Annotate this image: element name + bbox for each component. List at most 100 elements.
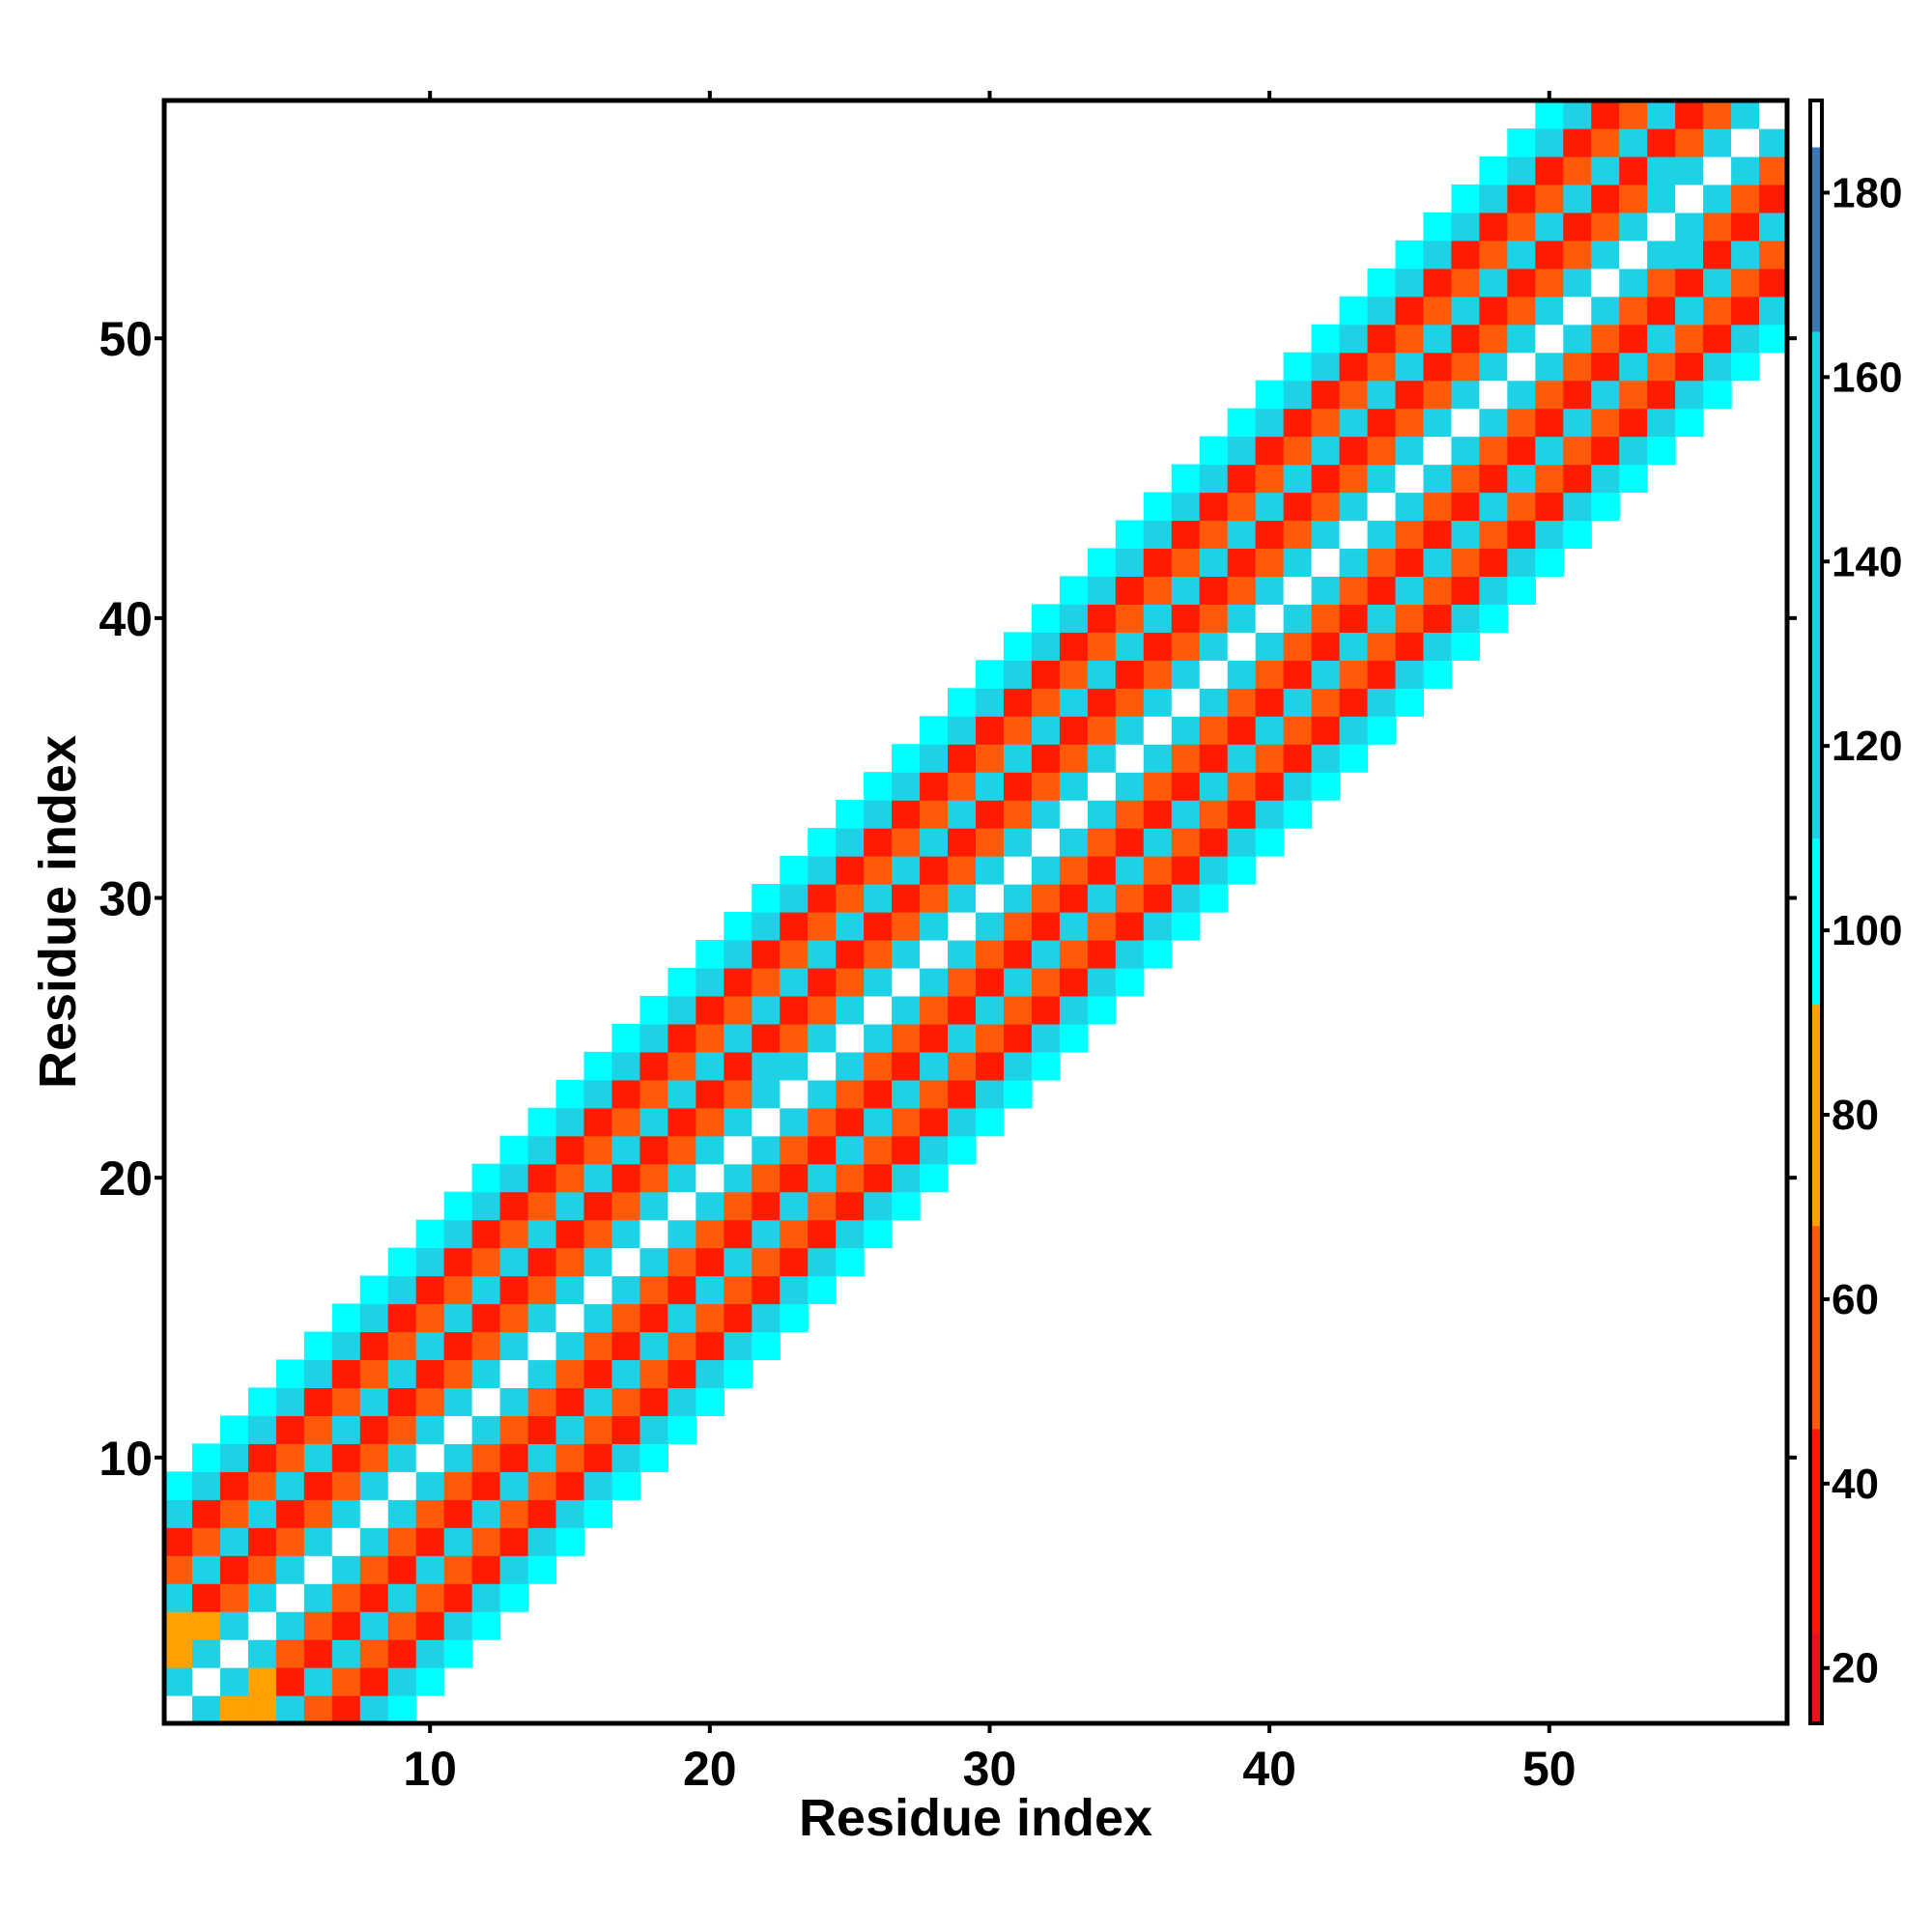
colorbar-segment <box>1810 1022 1822 1033</box>
colorbar-segment <box>1810 303 1822 314</box>
heatmap-cell <box>164 1527 193 1556</box>
heatmap-cell <box>1171 828 1201 857</box>
heatmap-cell <box>724 967 753 997</box>
heatmap-cell <box>359 1387 389 1416</box>
heatmap-cell <box>1087 967 1117 997</box>
heatmap-cell <box>499 1415 529 1444</box>
heatmap-cell <box>1423 436 1453 466</box>
colorbar-segment <box>1810 570 1822 582</box>
heatmap-cell <box>1367 464 1397 494</box>
heatmap-cell <box>1423 492 1453 522</box>
heatmap-cell <box>920 912 949 941</box>
heatmap-cell <box>1423 324 1453 354</box>
heatmap-cell <box>583 1051 613 1081</box>
heatmap-cell <box>1563 520 1592 550</box>
heatmap-cell <box>1731 240 1760 270</box>
heatmap-cell <box>471 1583 501 1612</box>
heatmap-cell <box>331 1415 361 1444</box>
heatmap-cell <box>1423 548 1453 578</box>
heatmap-cell <box>1479 520 1508 550</box>
heatmap-cell <box>359 1583 389 1612</box>
heatmap-cell <box>808 939 837 969</box>
colorbar-segment <box>1810 644 1822 655</box>
heatmap-cell <box>1339 576 1369 605</box>
heatmap-cell <box>1115 660 1145 689</box>
colorbar-segment <box>1810 1695 1822 1706</box>
heatmap-cell <box>892 967 921 997</box>
heatmap-cell <box>219 1667 249 1696</box>
heatmap-cell <box>1759 212 1788 242</box>
heatmap-cell <box>1031 604 1061 633</box>
heatmap-cell <box>1227 604 1257 633</box>
heatmap-cell <box>752 1051 781 1081</box>
heatmap-cell <box>1087 744 1117 773</box>
heatmap-cell <box>976 744 1005 773</box>
colorbar-segment <box>1810 1040 1822 1051</box>
heatmap-cell <box>948 1135 977 1165</box>
heatmap-cell <box>583 1499 613 1528</box>
heatmap-cell <box>527 1275 557 1305</box>
heatmap-cell <box>1563 100 1592 129</box>
heatmap-cell <box>920 1023 949 1053</box>
heatmap-cell <box>1675 156 1704 185</box>
colorbar-segment <box>1810 533 1822 544</box>
colorbar-segment <box>1810 1474 1822 1485</box>
heatmap-cell <box>499 1499 529 1528</box>
heatmap-cell <box>1731 324 1760 354</box>
heatmap-cell <box>1507 268 1536 298</box>
heatmap-cell <box>1367 520 1397 550</box>
heatmap-cell <box>1423 240 1453 270</box>
heatmap-cell <box>1031 967 1061 997</box>
heatmap-cell <box>499 1443 529 1472</box>
heatmap-cell <box>1395 464 1425 494</box>
heatmap-cell <box>303 1695 333 1724</box>
heatmap-cell <box>864 856 893 885</box>
heatmap-cell <box>331 1387 361 1416</box>
colorbar-segment <box>1810 441 1822 452</box>
heatmap-cell <box>1395 324 1425 354</box>
heatmap-cell <box>836 1247 865 1277</box>
colorbar-segment <box>1810 1622 1822 1633</box>
colorbar-segment <box>1810 709 1822 720</box>
heatmap-cell <box>1255 408 1285 438</box>
heatmap-cell <box>359 1611 389 1640</box>
heatmap-cell <box>1171 660 1201 689</box>
heatmap-cell <box>639 1163 668 1193</box>
heatmap-cell <box>639 1135 668 1165</box>
heatmap-cell <box>527 1163 557 1193</box>
colorbar-segment <box>1810 1381 1822 1393</box>
heatmap-cell <box>1479 436 1508 466</box>
heatmap-cell <box>443 1471 473 1500</box>
heatmap-cell <box>1619 436 1648 466</box>
colorbar-segment <box>1810 460 1822 470</box>
heatmap-cell <box>1647 128 1676 157</box>
heatmap-cell <box>247 1499 277 1528</box>
heatmap-cell <box>696 967 724 997</box>
y-tick-label: 30 <box>99 872 153 926</box>
heatmap-cell <box>1171 800 1201 829</box>
heatmap-cell <box>948 716 977 745</box>
heatmap-cell <box>1115 772 1145 801</box>
colorbar-segment <box>1810 1004 1822 1014</box>
heatmap-cell <box>639 1051 668 1081</box>
heatmap-cell <box>1059 1023 1089 1053</box>
heatmap-cell <box>583 1303 613 1333</box>
heatmap-cell <box>1227 408 1257 438</box>
heatmap-cell <box>1143 688 1173 717</box>
colorbar-segment <box>1810 1262 1822 1273</box>
heatmap-cell <box>443 1191 473 1221</box>
colorbar-segment <box>1810 671 1822 683</box>
colorbar-segment <box>1810 1326 1822 1337</box>
heatmap-cell <box>191 1555 221 1584</box>
heatmap-cell <box>892 1023 921 1053</box>
heatmap-cell <box>583 1275 613 1305</box>
heatmap-cell <box>303 1527 333 1556</box>
heatmap-cell <box>1199 548 1229 578</box>
colorbar-segment <box>1810 1548 1822 1558</box>
heatmap-cell <box>1031 912 1061 941</box>
heatmap-cell <box>976 1051 1005 1081</box>
heatmap-cell <box>920 716 949 745</box>
colorbar-segment <box>1810 939 1822 950</box>
colorbar-tick-label: 160 <box>1832 354 1902 401</box>
heatmap-cell <box>1563 268 1592 298</box>
